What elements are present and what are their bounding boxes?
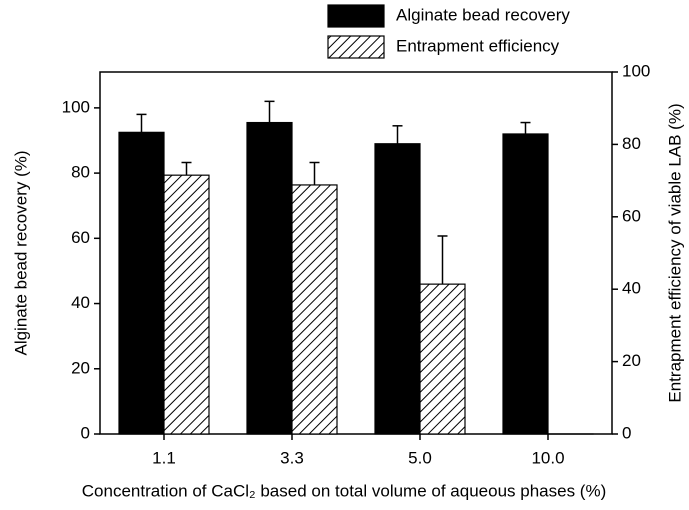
legend-swatch xyxy=(328,36,384,58)
y2-tick-label: 20 xyxy=(622,351,641,370)
y2-tick-label: 40 xyxy=(622,279,641,298)
y2-tick-label: 100 xyxy=(622,61,650,80)
y-tick-label: 0 xyxy=(81,423,90,442)
legend-label: Entrapment efficiency xyxy=(396,36,560,55)
y-axis-label: Alginate bead recovery (%) xyxy=(11,150,30,355)
bar xyxy=(119,132,164,434)
x-tick-label: 10.0 xyxy=(531,448,564,467)
bar xyxy=(247,123,292,434)
y-tick-label: 40 xyxy=(71,293,90,312)
y2-tick-label: 80 xyxy=(622,134,641,153)
y2-tick-label: 60 xyxy=(622,206,641,225)
x-tick-label: 1.1 xyxy=(152,448,176,467)
legend-swatch xyxy=(328,5,384,27)
legend-label: Alginate bead recovery xyxy=(396,5,570,24)
y-tick-label: 100 xyxy=(62,97,90,116)
x-tick-label: 5.0 xyxy=(408,448,432,467)
bar xyxy=(420,284,465,434)
x-tick-label: 3.3 xyxy=(280,448,304,467)
y2-tick-label: 0 xyxy=(622,423,631,442)
bar xyxy=(375,144,420,434)
bar xyxy=(503,134,548,434)
bar xyxy=(164,175,209,434)
y-tick-label: 20 xyxy=(71,358,90,377)
x-axis-label: Concentration of CaCl₂ based on total vo… xyxy=(82,481,606,500)
y2-axis-label: Entrapment efficiency of viable LAB (%) xyxy=(665,103,684,402)
y-tick-label: 60 xyxy=(71,228,90,247)
bar xyxy=(292,185,337,434)
y-tick-label: 80 xyxy=(71,163,90,182)
